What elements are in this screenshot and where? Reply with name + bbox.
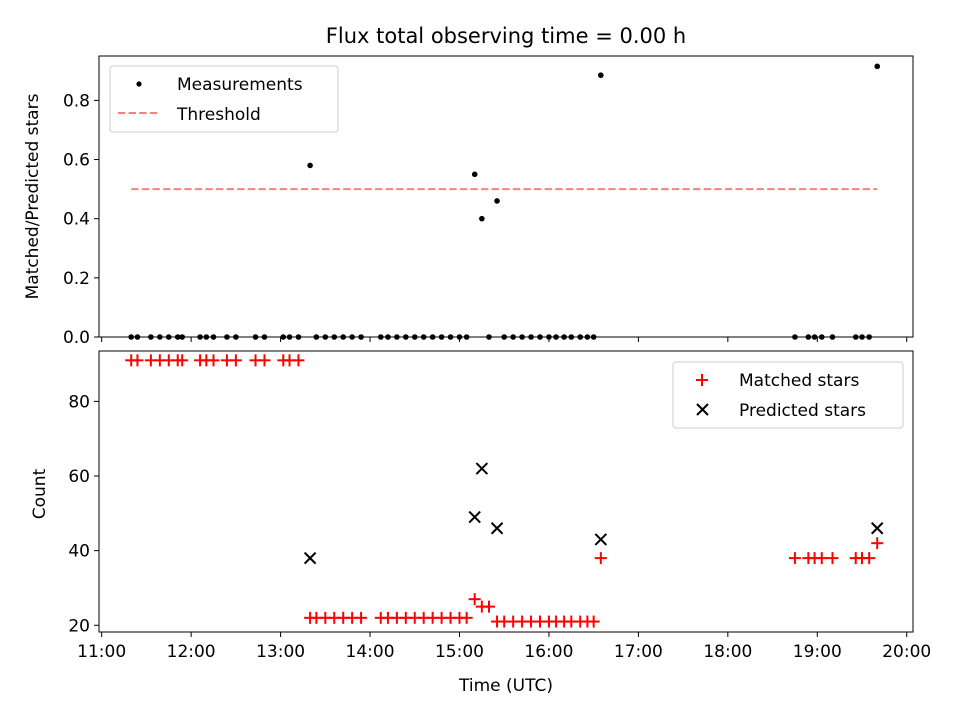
predicted-star-stroke	[594, 533, 608, 546]
bottom-x-ticks: 11:00 12:00 13:00 14:00 15:00 16:00 17:00 18:00…	[77, 632, 931, 662]
legend-matched-marker	[696, 374, 708, 386]
legend-predicted-label: Predicted stars	[739, 401, 866, 421]
matched-star-point	[788, 552, 801, 565]
matched-star-point	[460, 611, 473, 624]
bottom-y-tick-label: 80	[68, 392, 90, 412]
x-tick-label: 16:00	[524, 642, 573, 662]
bottom-legend: Matched stars Predicted stars	[672, 361, 904, 429]
measurement-point	[479, 215, 485, 222]
x-tick-label: 17:00	[614, 642, 663, 662]
top-y-tick-label: 0.0	[63, 328, 90, 348]
x-tick-label: 19:00	[793, 642, 842, 662]
bottom-y-ticks: 20 40 60 80	[68, 392, 99, 636]
bottom-y-tick-label: 40	[68, 542, 90, 562]
top-legend: Measurements Threshold	[109, 65, 339, 133]
matched-star-point	[815, 552, 828, 565]
legend-matched-label: Matched stars	[739, 371, 859, 391]
measurement-point	[598, 72, 604, 79]
legend-measurements-marker	[136, 81, 142, 87]
measurement-point	[874, 63, 881, 70]
legend-predicted-marker	[696, 403, 709, 416]
measurement-point	[471, 171, 478, 178]
x-tick-label: 15:00	[435, 642, 484, 662]
top-y-tick-label: 0.2	[63, 269, 90, 289]
predicted-star-point	[871, 522, 884, 535]
x-tick-label: 18:00	[703, 642, 752, 662]
bottom-y-tick-label: 60	[68, 467, 90, 487]
bottom-y-axis-label: Count	[30, 468, 50, 519]
predicted-star-point	[490, 522, 504, 535]
x-tick-label: 11:00	[77, 642, 126, 662]
top-y-tick-label: 0.6	[63, 151, 90, 171]
x-tick-label: 12:00	[167, 642, 216, 662]
top-y-ticks: 0.0 0.2 0.4 0.6 0.8	[63, 91, 99, 348]
matched-star-point	[826, 552, 839, 565]
predicted-star-stroke	[490, 522, 504, 535]
matched-star-point	[863, 552, 876, 565]
matched-star-point	[483, 600, 496, 613]
matched-star-point	[229, 354, 242, 367]
legend-measurements-label: Measurements	[177, 75, 303, 95]
chart-title: Flux total observing time = 0.00 h	[326, 24, 686, 48]
matched-star-point	[176, 354, 189, 367]
measurement-point	[494, 198, 500, 204]
top-y-tick-label: 0.4	[63, 210, 90, 230]
legend-threshold-label: Threshold	[176, 105, 261, 125]
matched-star-point	[594, 552, 607, 565]
matched-star-point	[871, 537, 884, 550]
matched-star-point	[292, 354, 305, 367]
x-axis-label: Time (UTC)	[458, 676, 553, 696]
matched-star-point	[258, 354, 271, 367]
bottom-plot-frame	[98, 350, 914, 633]
measurement-point	[307, 162, 313, 169]
predicted-star-point	[468, 510, 481, 524]
top-plot-frame	[98, 55, 914, 338]
top-legend-box	[109, 65, 339, 133]
predicted-star-stroke	[475, 462, 489, 475]
x-tick-label: 20:00	[882, 642, 931, 662]
predicted-star-stroke	[303, 551, 317, 565]
matched-star-point	[355, 611, 368, 624]
predicted-star-point	[475, 462, 489, 475]
bottom-marks	[125, 354, 884, 628]
matched-star-point	[587, 615, 600, 628]
matched-star-point	[131, 354, 144, 367]
x-tick-label: 14:00	[346, 642, 395, 662]
x-tick-label: 13:00	[256, 642, 305, 662]
bottom-legend-box	[672, 361, 904, 429]
predicted-star-stroke	[468, 510, 481, 524]
matched-star-point	[207, 354, 220, 367]
matched-star-point	[468, 593, 481, 606]
top-y-tick-label: 0.8	[63, 91, 90, 111]
top-panel: 0.00.20.40.60.8 Matched/Predicted stars …	[23, 55, 914, 348]
top-y-axis-label: Matched/Predicted stars	[23, 93, 43, 299]
predicted-star-stroke	[871, 522, 884, 535]
predicted-star-point	[303, 551, 317, 565]
top-x-ticks	[101, 337, 908, 342]
bottom-y-tick-label: 20	[68, 616, 90, 636]
predicted-star-point	[594, 533, 608, 546]
